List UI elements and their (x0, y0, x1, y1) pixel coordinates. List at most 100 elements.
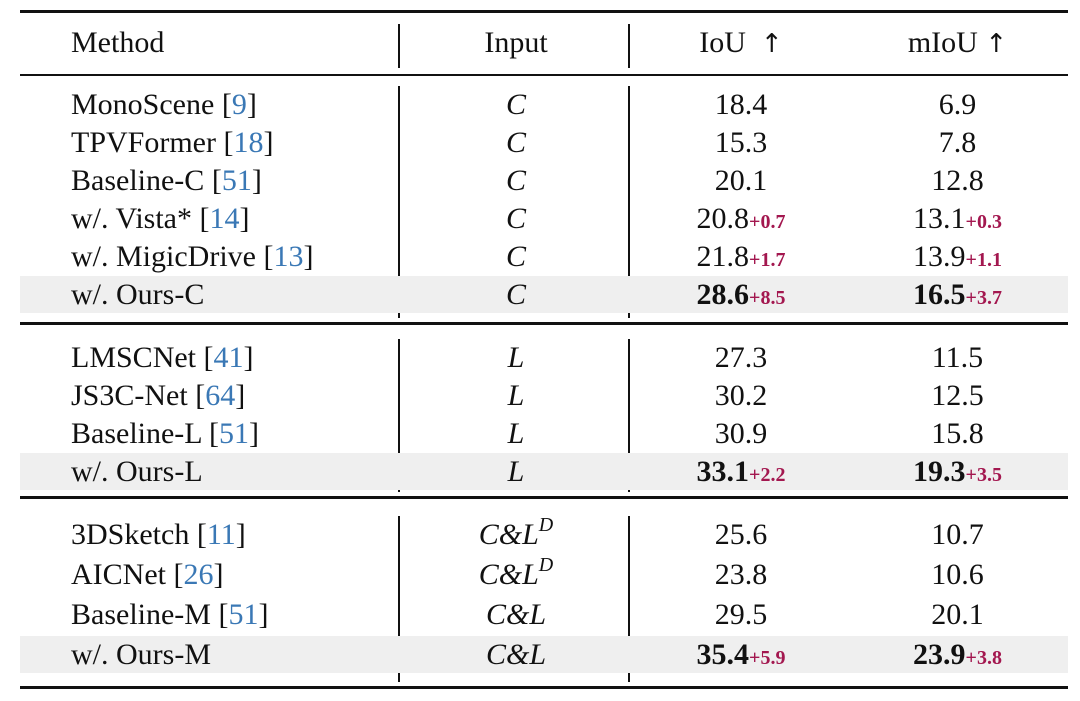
miou-delta: +1.1 (965, 249, 1002, 271)
method-name: JS3C-Net (71, 379, 196, 412)
method-cell: 3DSketch [11] (71, 518, 246, 551)
citation-link[interactable]: 41 (213, 341, 244, 374)
iou-cell: 21.8+1.7 (637, 238, 845, 276)
method-name: Baseline-C (71, 164, 212, 197)
input-cell: L (405, 453, 627, 491)
citation-link[interactable]: 51 (219, 417, 250, 450)
header-method: Method (71, 26, 165, 59)
citation-link[interactable]: 51 (221, 164, 252, 197)
citation-link[interactable]: 51 (228, 598, 259, 631)
iou-delta: +0.7 (749, 211, 786, 233)
miou-delta: +3.7 (965, 287, 1002, 309)
citation-link[interactable]: 9 (231, 88, 247, 121)
miou-value: 13.9 (913, 240, 966, 273)
citation-link[interactable]: 14 (209, 202, 240, 235)
method-name: Baseline-M (71, 598, 219, 631)
method-name: LMSCNet (71, 341, 204, 374)
method-cell: Baseline-M [51] (71, 598, 269, 631)
header-row: Method Input IoU ↑ mIoU ↑ (0, 24, 1080, 62)
miou-delta: +3.8 (965, 647, 1002, 669)
method-cell: AICNet [26] (71, 558, 224, 591)
header-miou: mIoU ↑ (855, 24, 1060, 62)
input-cell: C (405, 162, 627, 200)
top-rule (20, 10, 1068, 13)
header-rule (20, 74, 1068, 76)
miou-value: 10.7 (931, 518, 984, 551)
citation-link[interactable]: 26 (183, 558, 214, 591)
method-name: w/. Ours-M (71, 638, 211, 671)
miou-cell: 6.9 (855, 86, 1060, 124)
method-cell: Baseline-L [51] (71, 417, 260, 450)
input-cell: C (405, 124, 627, 162)
iou-delta: +8.5 (749, 287, 786, 309)
column-divider (398, 516, 400, 682)
miou-cell: 10.6 (855, 556, 1060, 594)
citation-link[interactable]: 64 (205, 379, 236, 412)
iou-cell: 28.6+8.5 (637, 276, 845, 314)
method-name: MonoScene (71, 88, 222, 121)
iou-value: 28.6 (696, 278, 750, 311)
method-cell: w/. Ours-C (71, 276, 204, 314)
group-rule-1 (20, 322, 1068, 325)
method-name: Baseline-L (71, 417, 210, 450)
input-superscript: D (538, 554, 554, 576)
citation-link[interactable]: 11 (206, 518, 236, 551)
miou-cell: 13.1+0.3 (855, 200, 1060, 238)
citation-link[interactable]: 13 (273, 240, 304, 273)
iou-cell: 27.3 (637, 339, 845, 377)
miou-value: 13.1 (913, 202, 966, 235)
input-value: C (505, 164, 526, 197)
method-cell: Baseline-C [51] (71, 164, 262, 197)
table-row: JS3C-Net [64] L 30.2 12.5 (0, 377, 1080, 415)
miou-value: 16.5 (913, 278, 966, 311)
column-divider (628, 24, 630, 68)
miou-cell: 15.8 (855, 415, 1060, 453)
miou-cell: 10.7 (855, 516, 1060, 554)
miou-cell: 12.5 (855, 377, 1060, 415)
up-arrow-icon: ↑ (760, 29, 783, 59)
method-cell: w/. Vista* [14] (71, 202, 250, 235)
method-name: TPVFormer (71, 126, 224, 159)
header-iou: IoU ↑ (637, 24, 845, 62)
iou-cell: 20.8+0.7 (637, 200, 845, 238)
iou-value: 15.3 (714, 126, 768, 159)
input-value: L (507, 417, 525, 450)
input-value: C (505, 278, 526, 311)
iou-value: 33.1 (696, 455, 750, 488)
citation-link[interactable]: 18 (233, 126, 264, 159)
group-rule-2 (20, 496, 1068, 499)
method-cell: MonoScene [9] (71, 88, 257, 121)
table-row: Baseline-L [51] L 30.9 15.8 (0, 415, 1080, 453)
input-value: C (505, 126, 526, 159)
input-cell: L (405, 377, 627, 415)
input-cell: C&LD (405, 515, 627, 554)
bottom-rule (20, 686, 1068, 689)
miou-delta: +0.3 (965, 211, 1002, 233)
iou-value: 29.5 (714, 598, 768, 631)
miou-cell: 20.1 (855, 596, 1060, 634)
column-divider (398, 86, 400, 318)
iou-delta: +1.7 (749, 249, 786, 271)
header-miou-label: mIoU (907, 26, 978, 59)
method-name: w/. Ours-C (71, 278, 205, 311)
input-value: C (505, 202, 526, 235)
iou-value: 30.2 (714, 379, 768, 412)
table-row: w/. Ours-L L 33.1+2.2 19.3+3.5 (0, 453, 1080, 491)
highlight-shade (20, 276, 1068, 313)
miou-cell: 19.3+3.5 (855, 453, 1060, 491)
iou-cell: 15.3 (637, 124, 845, 162)
method-cell: JS3C-Net [64] (71, 379, 246, 412)
table-row: MonoScene [9] C 18.4 6.9 (0, 86, 1080, 124)
miou-cell: 13.9+1.1 (855, 238, 1060, 276)
input-value: C&L (478, 518, 539, 551)
iou-delta: +5.9 (749, 647, 786, 669)
iou-cell: 30.2 (637, 377, 845, 415)
iou-cell: 30.9 (637, 415, 845, 453)
iou-cell: 35.4+5.9 (637, 636, 845, 674)
input-value: L (507, 379, 525, 412)
method-cell: w/. Ours-M (71, 636, 211, 674)
input-cell: C (405, 238, 627, 276)
miou-value: 6.9 (938, 88, 977, 121)
iou-cell: 20.1 (637, 162, 845, 200)
iou-value: 23.8 (714, 558, 768, 591)
